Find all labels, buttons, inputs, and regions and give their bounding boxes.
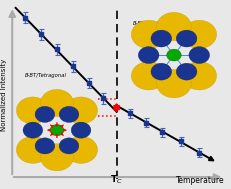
Circle shape: [16, 97, 49, 124]
Text: T$_C$: T$_C$: [110, 174, 122, 186]
Circle shape: [131, 62, 165, 90]
Circle shape: [40, 89, 73, 116]
Text: Normalized Intensity: Normalized Intensity: [1, 58, 7, 131]
Circle shape: [23, 122, 43, 138]
Circle shape: [131, 20, 165, 49]
Circle shape: [181, 62, 216, 90]
Text: B-BT/Tetragonal: B-BT/Tetragonal: [25, 73, 67, 78]
Circle shape: [156, 70, 191, 98]
Circle shape: [156, 12, 191, 41]
Circle shape: [181, 20, 216, 49]
Circle shape: [59, 106, 79, 122]
Circle shape: [150, 30, 171, 47]
Circle shape: [35, 138, 55, 154]
Circle shape: [64, 97, 97, 124]
Circle shape: [176, 63, 196, 80]
Circle shape: [35, 106, 55, 122]
Circle shape: [166, 49, 180, 61]
Circle shape: [59, 138, 79, 154]
Circle shape: [71, 122, 91, 138]
Circle shape: [138, 47, 158, 64]
Circle shape: [176, 30, 196, 47]
Circle shape: [50, 125, 64, 136]
Circle shape: [16, 136, 49, 163]
Text: B-BT/Cubic: B-BT/Cubic: [132, 21, 161, 26]
Text: Temperature: Temperature: [175, 176, 223, 184]
Circle shape: [64, 136, 97, 163]
Circle shape: [188, 47, 209, 64]
Circle shape: [40, 144, 73, 171]
Circle shape: [150, 63, 171, 80]
